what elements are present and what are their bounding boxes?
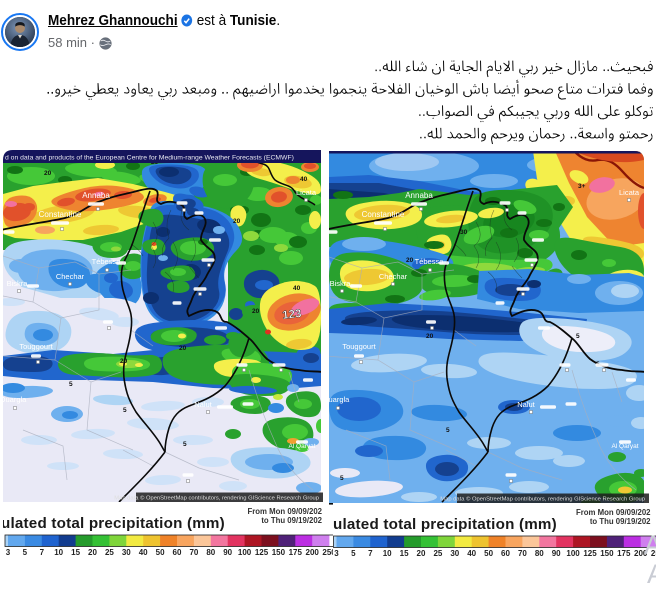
svg-text:100: 100: [238, 548, 252, 557]
svg-text:70: 70: [518, 549, 527, 558]
svg-text:Licata: Licata: [619, 188, 640, 197]
svg-text:20: 20: [252, 308, 260, 315]
svg-text:50: 50: [156, 548, 165, 557]
svg-text:d on data and products of the: d on data and products of the European C…: [5, 155, 294, 162]
svg-text:Biskra: Biskra: [7, 279, 29, 288]
svg-text:15: 15: [400, 549, 409, 558]
svg-text:Chechar: Chechar: [379, 272, 408, 281]
svg-text:3: 3: [6, 548, 11, 557]
svg-text:Chechar: Chechar: [56, 272, 85, 281]
svg-text:Ouargla: Ouargla: [329, 395, 350, 404]
svg-text:150: 150: [600, 549, 614, 558]
svg-text:Ouargla: Ouargla: [3, 395, 27, 404]
svg-text:7: 7: [368, 549, 373, 558]
svg-text:10: 10: [383, 549, 392, 558]
svg-text:ulated total precipitation (mm: ulated total precipitation (mm): [333, 516, 557, 533]
svg-text:60: 60: [173, 548, 182, 557]
svg-text:Al Qaryat: Al Qaryat: [611, 443, 638, 450]
svg-text:Touggourt: Touggourt: [19, 342, 53, 351]
svg-text:100: 100: [566, 549, 580, 558]
svg-text:ulated total precipitation (mm: ulated total precipitation (mm): [3, 515, 225, 532]
svg-text:40: 40: [300, 176, 308, 183]
svg-text:5: 5: [69, 381, 73, 388]
svg-text:Licata: Licata: [296, 188, 317, 197]
svg-text:5: 5: [183, 441, 187, 448]
svg-text:Nalut: Nalut: [194, 400, 212, 409]
svg-text:125: 125: [583, 549, 597, 558]
svg-text:15: 15: [71, 548, 80, 557]
svg-text:20: 20: [120, 358, 128, 365]
svg-text:3: 3: [334, 549, 339, 558]
svg-text:5: 5: [576, 333, 580, 340]
svg-text:3+: 3+: [578, 183, 586, 190]
svg-text:40: 40: [139, 548, 148, 557]
svg-text:50: 50: [484, 549, 493, 558]
svg-text:125: 125: [255, 548, 269, 557]
svg-text:20: 20: [426, 333, 434, 340]
svg-text:30: 30: [122, 548, 131, 557]
svg-text:40: 40: [467, 549, 476, 558]
svg-text:From Mon 09/09/202: From Mon 09/09/202: [576, 508, 651, 517]
svg-text:Annaba: Annaba: [405, 191, 433, 200]
svg-text:5: 5: [23, 548, 28, 557]
svg-text:5: 5: [123, 407, 127, 414]
svg-text:60: 60: [501, 549, 510, 558]
svg-text:Map data © OpenStreetMap contr: Map data © OpenStreetMap contributors, r…: [440, 496, 645, 503]
svg-text:Constantine: Constantine: [39, 210, 82, 219]
svg-text:175: 175: [617, 549, 631, 558]
svg-text:to Thu 09/19/202: to Thu 09/19/202: [590, 517, 651, 526]
svg-text:80: 80: [535, 549, 544, 558]
svg-text:20: 20: [179, 345, 187, 352]
svg-text:10: 10: [54, 548, 63, 557]
svg-text:25: 25: [105, 548, 114, 557]
svg-text:25: 25: [433, 549, 442, 558]
svg-text:20: 20: [417, 549, 426, 558]
svg-text:70: 70: [189, 548, 198, 557]
svg-text:Al Qaryat: Al Qaryat: [288, 443, 315, 450]
svg-text:Constantine: Constantine: [362, 210, 405, 219]
svg-text:150: 150: [272, 548, 286, 557]
svg-text:Biskra: Biskra: [330, 279, 352, 288]
svg-text:90: 90: [552, 549, 561, 558]
svg-text:20: 20: [44, 170, 52, 177]
svg-text:20: 20: [233, 218, 241, 225]
svg-text:90: 90: [223, 548, 232, 557]
svg-text:40: 40: [293, 285, 301, 292]
svg-text:Annaba: Annaba: [82, 191, 110, 200]
svg-text:20: 20: [88, 548, 97, 557]
svg-text:20: 20: [406, 257, 414, 264]
svg-text:30: 30: [450, 549, 459, 558]
svg-text:80: 80: [206, 548, 215, 557]
svg-text:5: 5: [446, 427, 450, 434]
svg-text:5: 5: [340, 475, 344, 482]
svg-text:Nalut: Nalut: [517, 400, 535, 409]
svg-text:175: 175: [289, 548, 303, 557]
svg-text:123: 123: [282, 308, 302, 322]
svg-text:to Thu 09/19/202: to Thu 09/19/202: [261, 516, 322, 525]
svg-text:From Mon 09/09/202: From Mon 09/09/202: [247, 507, 322, 516]
svg-text:30: 30: [460, 229, 468, 236]
svg-text:Touggourt: Touggourt: [342, 342, 376, 351]
svg-text:5: 5: [351, 549, 356, 558]
svg-text:7: 7: [40, 548, 45, 557]
svg-text:Map data © OpenStreetMap contr: Map data © OpenStreetMap contributors, r…: [114, 495, 319, 502]
svg-text:200: 200: [306, 548, 320, 557]
